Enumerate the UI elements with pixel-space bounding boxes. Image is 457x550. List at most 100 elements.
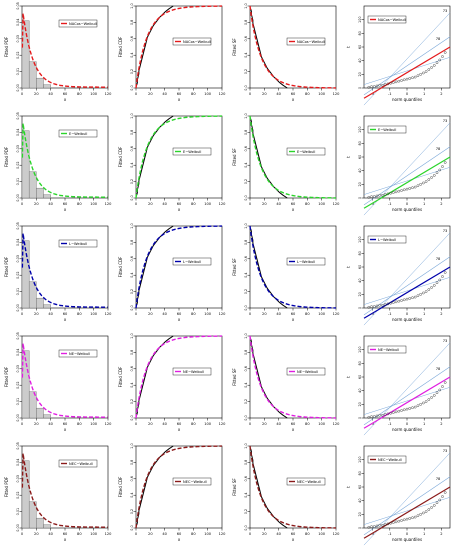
legend-box	[286, 367, 326, 376]
qq-point	[430, 286, 433, 289]
qq-point	[432, 394, 436, 397]
qq-point	[416, 74, 420, 77]
x-tick-label: 0	[406, 422, 409, 426]
y-axis-label: Fitted SF	[232, 478, 237, 496]
y-tick-label: 80	[358, 31, 362, 35]
legend-box	[286, 147, 326, 156]
qq-point	[441, 275, 444, 278]
outlier-label: 78	[436, 147, 441, 151]
qq-point	[400, 299, 403, 302]
y-tick-label: 0.0	[130, 305, 134, 310]
reference-line	[363, 256, 451, 316]
panel-qq-row2: -2 -1 0 1 2 0 20 40 60 80 100 norm quantiles t 73 78 L−…	[342, 220, 456, 330]
qq-point	[416, 514, 420, 517]
legend-label: L−Weibull	[297, 260, 315, 264]
qq-point	[430, 396, 433, 399]
x-tick-label: 120	[219, 202, 227, 206]
y-tick-label: 0.4	[130, 52, 134, 57]
fitted-curve	[249, 225, 337, 309]
x-tick-label: 60	[177, 202, 182, 206]
qq-point	[411, 186, 414, 190]
histogram-bar	[36, 517, 44, 529]
y-tick-label: 1.0	[130, 443, 134, 448]
qq-point	[432, 64, 436, 67]
x-tick-label: 120	[333, 92, 341, 96]
qq-point	[413, 75, 417, 79]
x-tick-label: 120	[333, 532, 341, 536]
x-tick-label: 60	[291, 312, 296, 316]
outlier-label: 73	[443, 449, 448, 453]
y-axis-label: Fitted CDF	[118, 256, 123, 277]
x-tick-label: 80	[77, 532, 82, 536]
x-axis-label: x	[64, 537, 67, 542]
qq-point	[381, 83, 384, 87]
y-tick-label: 100	[358, 126, 362, 132]
x-tick-label: 80	[305, 312, 310, 316]
qq-point	[372, 305, 376, 308]
panel-cdf-row3: 0 20 40 60 80 100 120 0.0 0.2 0.4 0.6 0.8 1.0 x Fitted…	[114, 330, 228, 440]
qq-point	[381, 193, 384, 197]
x-tick-label: 100	[318, 312, 326, 316]
legend-label: NE−Weibull	[378, 348, 399, 352]
outlier-label: 73	[443, 9, 448, 13]
qq-point	[411, 76, 414, 80]
fitted-qq-line	[363, 486, 451, 539]
y-axis-label: Fitted CDF	[118, 36, 123, 57]
x-tick-label: 100	[90, 312, 98, 316]
lower-band-line	[363, 277, 451, 305]
qq-point	[419, 513, 422, 516]
x-tick-label: 80	[191, 532, 196, 536]
y-tick-label: 0.02	[16, 51, 20, 59]
x-tick-label: 60	[177, 92, 182, 96]
x-tick-label: 100	[204, 532, 212, 536]
qq-point	[392, 301, 395, 304]
histogram-bar	[43, 524, 51, 529]
qq-point	[441, 165, 444, 168]
qq-point	[375, 524, 379, 528]
fitted-density-curve	[21, 343, 108, 418]
y-tick-label: 0.4	[244, 162, 248, 167]
x-tick-label: 0	[249, 92, 252, 96]
qq-point	[430, 66, 433, 69]
x-tick-label: 60	[291, 422, 296, 426]
qq-point	[408, 297, 412, 300]
plot-frame	[135, 445, 223, 529]
qq-point	[392, 521, 395, 524]
qq-point	[375, 194, 379, 198]
qq-point	[394, 80, 398, 84]
qq-point	[370, 195, 373, 198]
y-tick-label: 0.05	[16, 2, 20, 10]
legend-label: NEC−Weibull	[69, 462, 93, 466]
qq-point	[375, 84, 379, 88]
qq-point	[370, 525, 373, 528]
outlier-label: 73	[443, 229, 448, 233]
x-tick-label: 60	[177, 312, 182, 316]
x-tick-label: 100	[204, 92, 212, 96]
empirical-curve	[250, 118, 288, 199]
qq-point	[441, 495, 444, 498]
qq-point	[438, 388, 442, 392]
qq-point	[383, 83, 387, 86]
x-tick-label: 100	[318, 422, 326, 426]
x-tick-label: 20	[148, 532, 153, 536]
y-tick-label: 20	[358, 292, 362, 296]
legend-box	[286, 37, 326, 46]
qq-point	[367, 526, 371, 529]
qq-point	[367, 416, 371, 419]
qq-point	[435, 61, 439, 65]
qq-point	[402, 518, 406, 522]
x-tick-label: 1	[423, 312, 425, 316]
y-tick-label: 0.04	[16, 239, 20, 247]
qq-point	[419, 183, 422, 186]
histogram-bar	[28, 501, 37, 529]
qq-point	[394, 300, 398, 304]
outlier-label: 73	[443, 339, 448, 343]
qq-point	[381, 303, 384, 307]
x-axis-label: x	[292, 97, 295, 102]
qq-point	[397, 409, 401, 413]
plot-frame	[249, 225, 337, 309]
y-tick-label: 0.2	[244, 289, 248, 294]
qq-point	[405, 517, 409, 521]
qq-point	[372, 195, 376, 198]
legend-box	[286, 257, 326, 266]
